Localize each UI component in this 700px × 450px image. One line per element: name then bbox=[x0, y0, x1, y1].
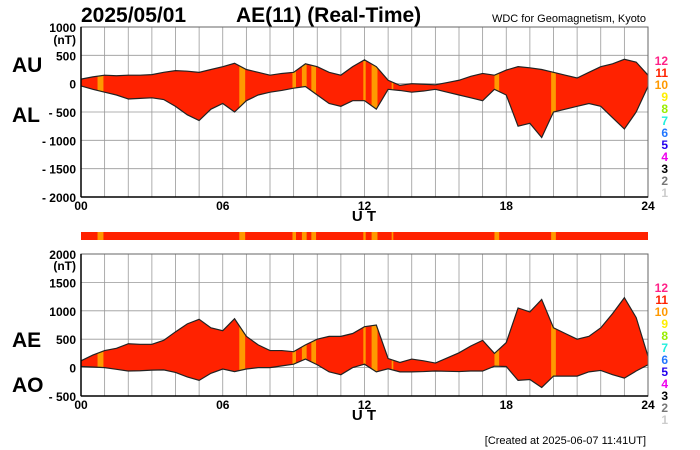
y-tick-label: - 2000 bbox=[42, 191, 76, 205]
ao-label: AO bbox=[12, 374, 44, 397]
ten-station-stripe bbox=[363, 297, 366, 388]
legend-station-count: 2 bbox=[661, 174, 668, 188]
ten-station-stripe bbox=[311, 297, 317, 388]
created-timestamp: [Created at 2025-06-07 11:41UT] bbox=[485, 435, 646, 447]
ae-label: AE bbox=[12, 329, 41, 352]
legend-station-count: 11 bbox=[655, 66, 668, 80]
ten-station-stripe bbox=[363, 59, 366, 138]
legend-station-count: 4 bbox=[661, 377, 668, 391]
au-label: AU bbox=[12, 54, 42, 77]
legend-station-count: 2 bbox=[661, 401, 668, 415]
source-label: WDC for Geomagnetism, Kyoto bbox=[492, 13, 646, 25]
y-tick-label: 0 bbox=[69, 362, 76, 376]
ten-station-stripe bbox=[239, 297, 246, 388]
y-tick-label: - 500 bbox=[49, 106, 77, 120]
x-tick-label: 06 bbox=[216, 398, 230, 412]
x-tick-label: 00 bbox=[74, 199, 88, 213]
legend-station-count: 10 bbox=[655, 78, 669, 92]
legend-station-count: 12 bbox=[655, 54, 669, 68]
ten-station-stripe bbox=[371, 297, 378, 388]
legend-station-count: 1 bbox=[661, 186, 668, 200]
line-al bbox=[80, 85, 649, 139]
legend-station-count: 12 bbox=[655, 281, 669, 295]
y-tick-label: - 1000 bbox=[42, 134, 76, 148]
bottom-xlabel: U T bbox=[352, 407, 376, 424]
legend-station-count: 7 bbox=[661, 114, 668, 128]
y-tick-label: 500 bbox=[56, 333, 76, 347]
line-ae bbox=[80, 296, 649, 364]
station-bar-stripe bbox=[97, 232, 104, 240]
y-tick-label: 0 bbox=[69, 78, 76, 92]
line-ao bbox=[80, 358, 649, 389]
station-bar-stripe bbox=[363, 232, 366, 240]
station-bar-stripe bbox=[301, 232, 307, 240]
y-tick-label: - 500 bbox=[49, 390, 77, 404]
x-tick-label: 18 bbox=[500, 199, 514, 213]
legend-station-count: 4 bbox=[661, 150, 668, 164]
station-bar-stripe bbox=[494, 232, 500, 240]
y-tick-label: - 1500 bbox=[42, 163, 76, 177]
top-unit-label: (nT) bbox=[53, 33, 76, 47]
legend-station-count: 9 bbox=[661, 90, 668, 104]
station-bar-stripe bbox=[551, 232, 556, 240]
ten-station-stripe bbox=[551, 297, 556, 388]
legend-station-count: 11 bbox=[655, 293, 668, 307]
station-bar-stripe bbox=[239, 232, 246, 240]
x-tick-label: 06 bbox=[216, 199, 230, 213]
legend-station-count: 5 bbox=[661, 138, 668, 152]
x-tick-label: 24 bbox=[641, 398, 655, 412]
y-tick-label: 500 bbox=[56, 49, 76, 63]
al-label: AL bbox=[12, 104, 40, 127]
ten-station-stripe bbox=[239, 59, 246, 138]
legend-station-count: 7 bbox=[661, 341, 668, 355]
y-tick-label: 1000 bbox=[49, 21, 76, 35]
station-bar-stripe bbox=[391, 232, 394, 240]
legend-station-count: 3 bbox=[661, 162, 668, 176]
main-title: AE(11) (Real-Time) bbox=[236, 4, 421, 27]
bottom-unit-label: (nT) bbox=[53, 259, 76, 273]
station-bar-stripe bbox=[292, 232, 296, 240]
legend-station-count: 1 bbox=[661, 413, 668, 427]
y-tick-label: 2000 bbox=[49, 248, 76, 262]
x-tick-label: 00 bbox=[74, 398, 88, 412]
y-tick-label: 1500 bbox=[49, 276, 76, 290]
x-tick-label: 12 bbox=[358, 398, 372, 412]
ten-station-stripe bbox=[371, 59, 378, 138]
legend-station-count: 9 bbox=[661, 317, 668, 331]
legend-station-count: 6 bbox=[661, 126, 668, 140]
legend-station-count: 10 bbox=[655, 305, 669, 319]
x-tick-label: 18 bbox=[500, 398, 514, 412]
legend-station-count: 6 bbox=[661, 353, 668, 367]
legend-station-count: 3 bbox=[661, 389, 668, 403]
date-title: 2025/05/01 bbox=[81, 4, 186, 27]
legend-station-count: 8 bbox=[661, 102, 668, 116]
station-bar-stripe bbox=[311, 232, 317, 240]
top-xlabel: U T bbox=[352, 208, 376, 225]
y-tick-label: 1000 bbox=[49, 305, 76, 319]
x-tick-label: 24 bbox=[641, 199, 655, 213]
line-au bbox=[80, 58, 649, 86]
station-bar-stripe bbox=[371, 232, 378, 240]
legend-station-count: 8 bbox=[661, 329, 668, 343]
legend-station-count: 5 bbox=[661, 365, 668, 379]
ten-station-stripe bbox=[551, 59, 556, 138]
x-tick-label: 12 bbox=[358, 199, 372, 213]
